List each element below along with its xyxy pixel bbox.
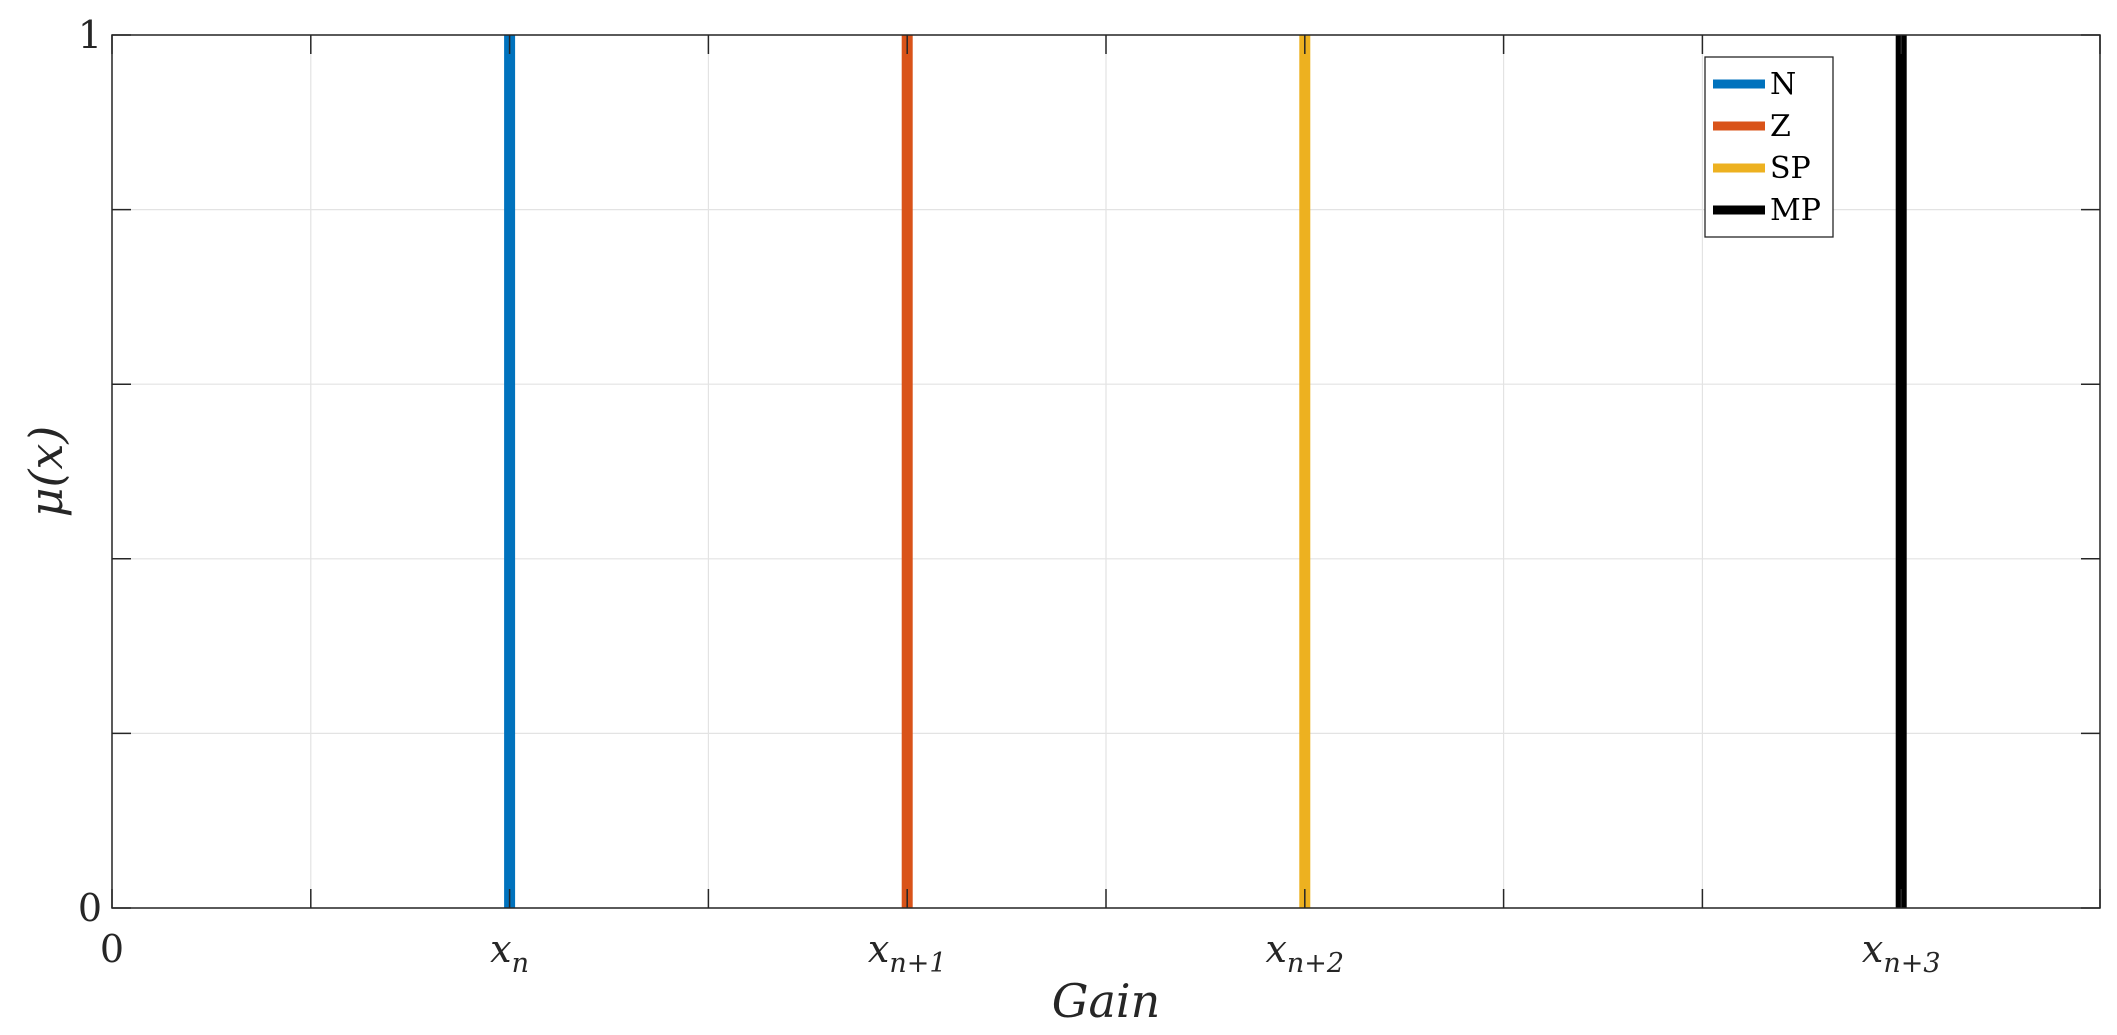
- legend-label: N: [1770, 67, 1796, 102]
- x-tick-label: xn+3: [1862, 927, 1941, 979]
- x-axis-label: Gain: [1052, 974, 1161, 1028]
- x-tick-label: xn: [490, 927, 529, 979]
- series-lines: [504, 35, 1907, 908]
- x-tick-labels: 0 xn xn+1 xn+2 xn+3: [100, 927, 1941, 979]
- x-tick-label: xn+2: [1265, 927, 1344, 979]
- y-tick-label: 1: [78, 13, 102, 57]
- x-tick-label: xn+1: [868, 927, 947, 979]
- y-tick-labels: 01: [78, 13, 102, 930]
- legend-label: MP: [1770, 193, 1821, 228]
- legend-label: SP: [1770, 151, 1811, 186]
- legend-label: Z: [1770, 109, 1791, 144]
- legend: NZ SP MP: [1704, 56, 1834, 238]
- ticks: [111, 34, 2101, 909]
- x-tick-label: 0: [100, 927, 124, 971]
- y-axis-label: μ(x): [19, 426, 73, 518]
- y-tick-label: 0: [78, 886, 102, 930]
